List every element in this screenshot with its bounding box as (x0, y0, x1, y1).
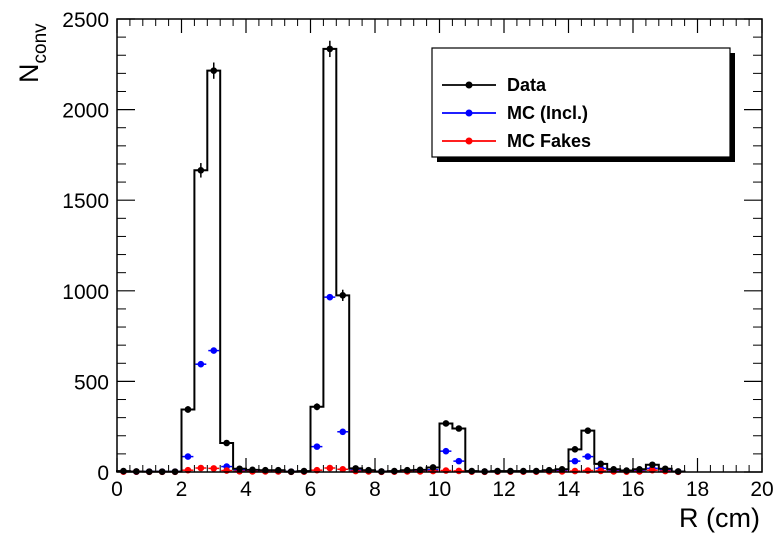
data-point (223, 467, 230, 474)
x-axis-title: R (cm) (679, 503, 760, 533)
data-point (584, 467, 592, 474)
data-point (455, 467, 463, 475)
y-axis-title-main: N (14, 64, 44, 84)
data-point (223, 439, 230, 447)
data-point (326, 464, 334, 472)
data-point (532, 467, 540, 475)
legend: Data MC (Incl.) MC Fakes (431, 47, 735, 162)
data-point (120, 467, 127, 475)
legend-label: MC Fakes (507, 131, 591, 151)
x-tick-label: 20 (750, 478, 773, 501)
data-point (442, 420, 450, 427)
y-axis-title: Nconv (14, 23, 51, 83)
y-tick-label: 1000 (62, 281, 109, 304)
data-point (558, 465, 566, 473)
data-point (197, 167, 205, 174)
y-tick-label: 500 (74, 371, 109, 394)
data-point (597, 460, 605, 468)
data-point (455, 425, 463, 432)
data-point (197, 360, 205, 368)
data-point (197, 464, 205, 472)
data-point (339, 292, 347, 299)
data-point (571, 446, 579, 453)
y-tick-label: 1500 (62, 190, 109, 213)
data-point (649, 461, 656, 469)
data-point (210, 465, 218, 472)
legend-entry: Data (442, 75, 547, 95)
legend-entry: MC (Incl.) (442, 103, 588, 123)
legend-marker (465, 137, 473, 145)
data-point (507, 467, 514, 475)
data-point (313, 403, 321, 411)
legend-box (431, 47, 731, 158)
x-tick-label: 16 (621, 478, 644, 501)
legend-label: Data (507, 75, 547, 95)
data-point (571, 457, 579, 465)
data-point (184, 406, 192, 413)
data-point (313, 443, 321, 450)
legend-marker (465, 81, 473, 89)
y-tick-label: 2500 (62, 9, 109, 32)
data-point (610, 465, 617, 473)
data-point (597, 467, 605, 475)
data-point (339, 465, 347, 473)
data-point (326, 45, 334, 53)
data-point (584, 427, 592, 434)
data-point (455, 457, 463, 465)
x-tick-label: 18 (686, 478, 709, 501)
x-tick-label: 8 (369, 478, 381, 501)
series-data (118, 40, 684, 475)
data-point (391, 467, 398, 475)
data-point (584, 453, 592, 460)
x-tick-label: 2 (176, 478, 188, 501)
x-tick-label: 4 (240, 478, 252, 501)
data-point (494, 467, 501, 475)
x-tick-label: 12 (492, 478, 515, 501)
data-point (184, 453, 192, 460)
data-point (352, 465, 359, 472)
data-point (339, 428, 347, 436)
data-point (236, 465, 243, 473)
data-point (520, 467, 527, 475)
x-tick-label: 6 (305, 478, 317, 501)
data-point (429, 464, 437, 471)
x-tick-label: 0 (111, 478, 123, 501)
data-point (442, 467, 450, 474)
data-point (661, 465, 669, 473)
data-point (571, 467, 579, 475)
y-tick-label: 2000 (62, 100, 109, 123)
data-point (326, 293, 334, 301)
y-axis-title-subscript: conv (30, 23, 51, 64)
legend-entry: MC Fakes (442, 131, 591, 151)
data-point (210, 67, 218, 74)
x-tick-label: 10 (428, 478, 451, 501)
data-point (636, 465, 643, 473)
legend-label: MC (Incl.) (507, 103, 588, 123)
legend-marker (465, 109, 473, 117)
data-point (210, 347, 218, 354)
axes-layer: 0 2 4 6 8 10 12 14 16 18 20 0 500 1000 1500 2000 2500 R (… (14, 9, 774, 533)
data-point (468, 467, 476, 475)
x-tick-label: 14 (557, 478, 581, 501)
y-tick-label: 0 (97, 462, 109, 485)
data-point (300, 467, 308, 475)
data-point (623, 467, 630, 474)
data-point (442, 447, 450, 455)
